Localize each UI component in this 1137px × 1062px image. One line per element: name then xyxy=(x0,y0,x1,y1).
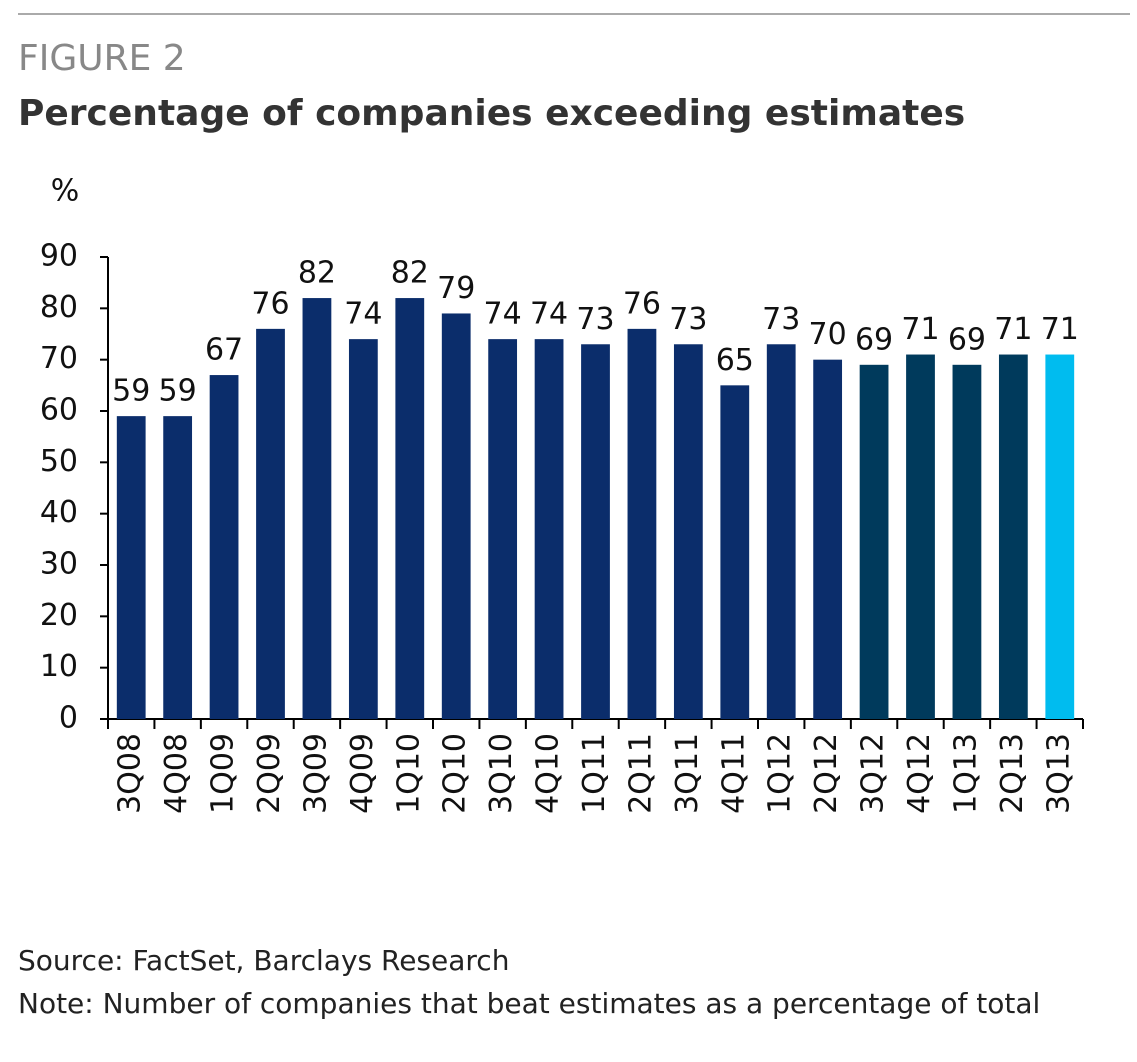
bar xyxy=(673,344,703,719)
bar xyxy=(1045,354,1075,719)
data-label: 69 xyxy=(948,322,986,357)
bar xyxy=(348,339,378,719)
data-label: 82 xyxy=(391,256,429,291)
data-label: 74 xyxy=(530,297,568,332)
bar xyxy=(813,359,843,719)
x-tick-label: 2Q11 xyxy=(623,733,658,814)
x-tick-label: 4Q12 xyxy=(902,733,937,814)
bar xyxy=(720,385,750,719)
data-label: 73 xyxy=(762,302,800,337)
y-tick-label: 0 xyxy=(59,701,78,736)
data-label: 82 xyxy=(298,256,336,291)
data-label: 59 xyxy=(159,374,197,409)
bar xyxy=(302,298,332,719)
data-label: 71 xyxy=(994,312,1032,347)
bar xyxy=(116,416,146,719)
bar xyxy=(256,328,285,719)
x-tick-label: 1Q12 xyxy=(763,733,798,814)
y-tick-label: 90 xyxy=(40,239,78,274)
x-tick-label: 1Q10 xyxy=(391,733,426,814)
x-tick-label: 3Q11 xyxy=(670,733,705,814)
bar xyxy=(766,344,796,719)
y-axis-label: % xyxy=(51,174,80,209)
source: Source: FactSet, Barclays Research xyxy=(18,944,509,977)
y-tick-label: 60 xyxy=(40,393,78,428)
x-tick-label: 1Q13 xyxy=(948,733,983,814)
y-tick-label: 80 xyxy=(40,290,78,325)
data-label: 65 xyxy=(716,343,754,378)
x-tick-label: 3Q08 xyxy=(113,733,148,814)
bar xyxy=(441,313,471,719)
x-tick-label: 1Q11 xyxy=(577,733,612,814)
bar xyxy=(906,354,935,719)
figure-label: FIGURE 2 xyxy=(18,38,186,79)
y-tick-label: 50 xyxy=(40,444,78,479)
bar xyxy=(395,298,425,719)
x-tick-label: 2Q13 xyxy=(995,733,1030,814)
data-label: 71 xyxy=(901,312,939,347)
bar xyxy=(534,339,564,719)
bar xyxy=(859,364,889,719)
x-tick-label: 1Q09 xyxy=(206,733,241,814)
x-tick-label: 4Q11 xyxy=(716,733,751,814)
x-tick-label: 3Q09 xyxy=(298,733,333,814)
x-tick-label: 4Q10 xyxy=(531,733,566,814)
note: Note: Number of companies that beat esti… xyxy=(18,987,1040,1020)
data-label: 74 xyxy=(484,297,522,332)
data-label: 79 xyxy=(437,271,475,306)
data-label: 59 xyxy=(112,374,150,409)
x-tick-label: 4Q08 xyxy=(159,733,194,814)
data-label: 74 xyxy=(344,297,382,332)
bar xyxy=(998,354,1028,719)
data-label: 73 xyxy=(669,302,707,337)
x-tick-label: 3Q10 xyxy=(484,733,519,814)
bar xyxy=(209,375,239,719)
y-tick-label: 30 xyxy=(40,547,78,582)
data-label: 76 xyxy=(623,286,661,321)
x-tick-label: 2Q10 xyxy=(438,733,473,814)
data-label: 69 xyxy=(855,322,893,357)
bar xyxy=(488,339,518,719)
x-tick-label: 3Q13 xyxy=(1041,733,1076,814)
x-tick-label: 3Q12 xyxy=(856,733,891,814)
bar xyxy=(163,416,193,719)
bar xyxy=(581,344,610,719)
data-label: 70 xyxy=(809,317,847,352)
x-tick-label: 2Q09 xyxy=(252,733,287,814)
data-label: 67 xyxy=(205,333,243,368)
y-tick-label: 20 xyxy=(40,598,78,633)
data-label: 73 xyxy=(576,302,614,337)
y-tick-label: 70 xyxy=(40,341,78,376)
chart-title: Percentage of companies exceeding estima… xyxy=(18,93,965,134)
y-tick-label: 40 xyxy=(40,495,78,530)
data-label: 76 xyxy=(251,286,289,321)
bar xyxy=(952,364,982,719)
x-tick-label: 2Q12 xyxy=(809,733,844,814)
y-tick-label: 10 xyxy=(40,649,78,684)
bar xyxy=(627,328,657,719)
data-label: 71 xyxy=(1041,312,1079,347)
x-tick-label: 4Q09 xyxy=(345,733,380,814)
